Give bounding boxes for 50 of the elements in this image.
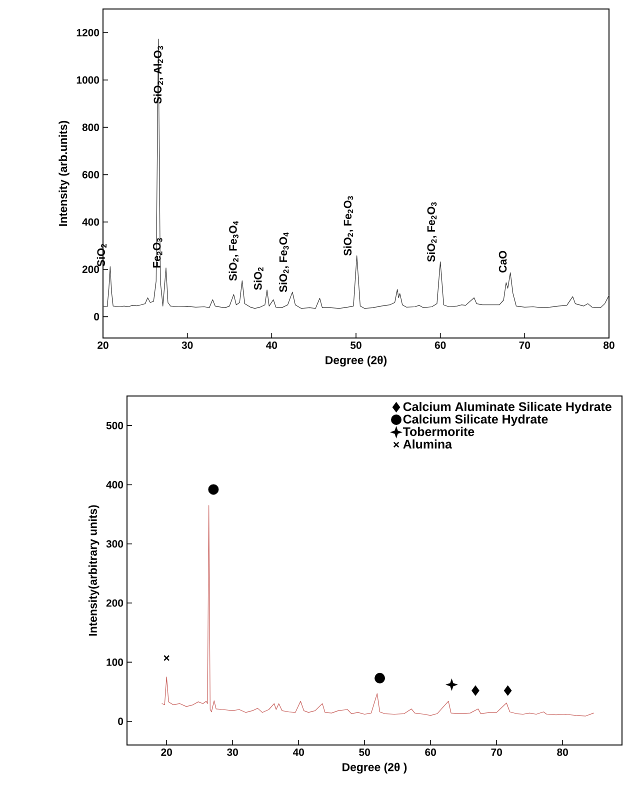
x-tick-label: 70 (519, 342, 530, 349)
y-tick-label: 300 (106, 540, 124, 548)
y-tick-label: 0 (94, 312, 100, 320)
y-tick-label: 400 (106, 481, 124, 488)
x-tick-label: 70 (491, 748, 502, 756)
y-tick-label: 800 (82, 124, 100, 132)
point (446, 680, 457, 690)
legend-label: Alumina (403, 439, 452, 449)
y-tick-label: 0 (118, 718, 124, 726)
x-axis-title: Degree (2θ ) (342, 762, 407, 774)
annotation: SiO$_{2}$, Fe$_{2}$O$_{3}$ (343, 196, 354, 256)
annotation: SiO$_{2}$, Fe$_{2}$O$_{3}$ (426, 202, 437, 262)
x-tick-label: 50 (350, 342, 362, 349)
point (374, 672, 386, 684)
x-tick-label: 20 (161, 748, 172, 756)
y-tick-label: 400 (82, 218, 100, 226)
x-tick-label: 40 (266, 342, 278, 349)
point (208, 484, 219, 495)
x-tick-label: 60 (434, 342, 446, 349)
x-tick-label: 30 (182, 342, 193, 349)
x-tick-label: 20 (98, 342, 108, 349)
y-axis-title: Intensity(arbitrary units) (88, 505, 100, 636)
y-tick-label: 1000 (76, 76, 100, 84)
y-tick-label: 200 (106, 599, 124, 607)
legend-label: Tobermorite (403, 426, 474, 436)
x-tick-label: 50 (359, 748, 370, 756)
annotation: Fe$_{2}$O$_{3}$ (152, 238, 162, 268)
y-tick-label: 1200 (76, 28, 100, 36)
point (504, 686, 512, 696)
annotation: CaO (498, 250, 507, 273)
y-axis-title: Intensity (arb.units) (58, 120, 70, 226)
point (472, 686, 480, 696)
line-series (162, 505, 594, 716)
annotation: SiO$_{2}$, Al$_{2}$O$_{3}$ (153, 46, 164, 104)
x-tick-label: 30 (227, 748, 238, 756)
annotation: SiO$_{2}$ (254, 267, 264, 290)
point (164, 654, 170, 662)
x-axis-title: Degree (2θ) (326, 356, 387, 366)
y-tick-label: 100 (106, 658, 124, 666)
y-tick-label: 600 (82, 170, 100, 178)
annotation: SiO$_{2}$, Fe$_{3}$O$_{4}$ (228, 220, 238, 281)
y-tick-label: 500 (106, 422, 124, 430)
legend-label: Calcium Silicate Hydrate (403, 414, 548, 426)
x-tick-label: 80 (604, 342, 614, 349)
y-tick-label: 200 (82, 266, 100, 274)
legend-label: Calcium Aluminate Silicate Hydrate (403, 402, 612, 414)
x-tick-label: 80 (557, 748, 568, 756)
x-tick-label: 60 (425, 748, 436, 756)
x-tick-label: 40 (292, 748, 304, 756)
annotation: SiO$_{2}$, Fe$_{3}$O$_{4}$ (279, 232, 289, 292)
